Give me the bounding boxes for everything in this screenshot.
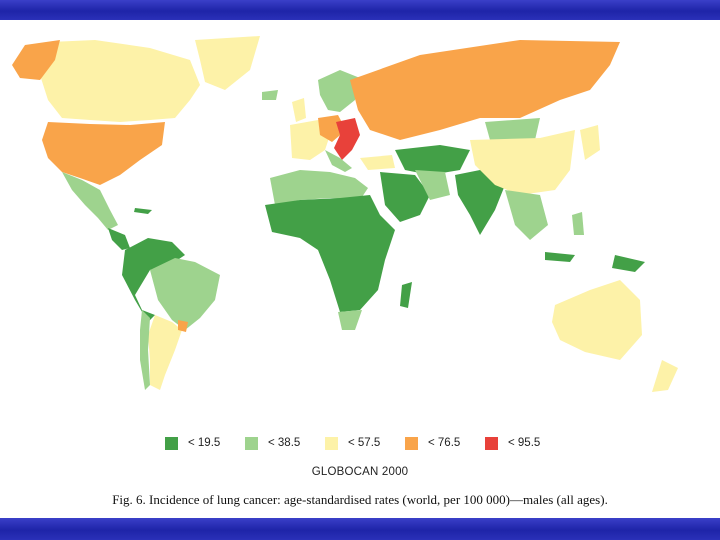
region-brazil <box>150 258 220 330</box>
legend-label: < 76.5 <box>428 437 461 449</box>
legend-item-2: < 38.5 <box>245 433 300 453</box>
region-cuba <box>134 208 152 214</box>
region-china <box>470 130 575 195</box>
region-mongolia <box>485 118 540 140</box>
legend-swatch <box>245 436 258 450</box>
legend-label: < 19.5 <box>188 437 221 449</box>
region-turkey <box>360 155 395 170</box>
figure-caption: Fig. 6. Incidence of lung cancer: age-st… <box>112 492 608 507</box>
region-sub-saharan-africa <box>265 195 395 312</box>
legend-swatch <box>485 436 498 450</box>
map-legend: < 19.5 < 38.5 < 57.5 < 76.5 < 95.5 <box>160 433 580 453</box>
region-southeast-asia <box>505 190 548 240</box>
legend-label: < 38.5 <box>268 437 301 449</box>
legend-item-5: < 95.5 <box>485 433 540 453</box>
region-usa <box>42 122 165 185</box>
region-russia <box>350 40 620 140</box>
region-chile <box>140 310 150 390</box>
region-south-africa <box>338 310 362 330</box>
legend-item-3: < 57.5 <box>325 433 380 453</box>
legend-item-4: < 76.5 <box>405 433 460 453</box>
legend-swatch <box>165 436 178 450</box>
region-indonesia <box>545 252 575 262</box>
region-alaska <box>12 40 60 80</box>
legend-swatch <box>325 436 338 450</box>
region-italy-balkans <box>325 150 352 172</box>
bottom-banner <box>0 518 720 540</box>
region-scandinavia <box>318 70 360 112</box>
region-central-asia <box>395 145 470 175</box>
region-greenland <box>195 36 260 90</box>
legend-swatch <box>405 436 418 450</box>
region-new-guinea <box>612 255 645 272</box>
region-uk <box>292 98 306 122</box>
region-iceland <box>262 90 278 100</box>
region-north-africa <box>270 170 368 205</box>
region-madagascar <box>400 282 412 308</box>
region-middle-east <box>380 172 430 222</box>
region-korea-japan <box>580 125 600 160</box>
world-map <box>12 36 678 392</box>
region-philippines <box>572 212 584 235</box>
region-uruguay <box>178 320 188 332</box>
region-central-america <box>108 228 130 250</box>
region-new-zealand <box>652 360 678 392</box>
top-banner <box>0 0 720 20</box>
region-canada <box>40 40 200 122</box>
region-iran <box>415 170 450 200</box>
source-label: GLOBOCAN 2000 <box>311 466 409 478</box>
region-south-america-north <box>122 238 185 322</box>
region-eastern-europe-high <box>334 118 360 160</box>
legend-item-1: < 19.5 <box>165 433 220 453</box>
legend-label: < 57.5 <box>348 437 381 449</box>
region-mexico <box>62 172 118 230</box>
region-india <box>455 168 505 235</box>
region-australia <box>552 280 642 360</box>
legend-label: < 95.5 <box>508 437 541 449</box>
region-argentina <box>148 315 182 390</box>
